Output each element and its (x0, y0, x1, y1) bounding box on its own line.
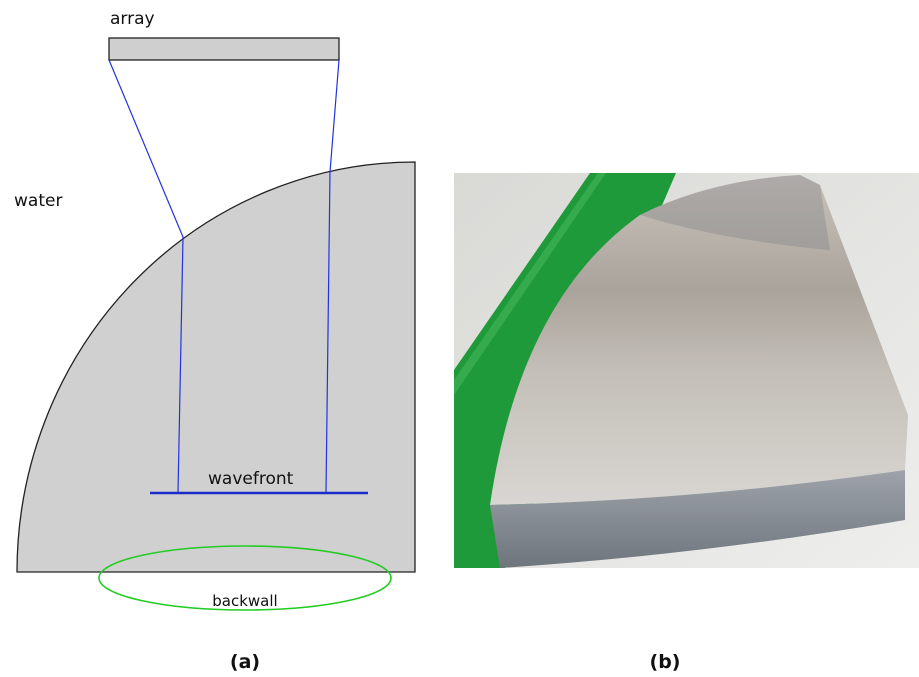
wavefront-label: wavefront (208, 469, 294, 489)
backwall-label: backwall (212, 592, 277, 610)
array-label: array (110, 9, 155, 29)
figure: array water wavefront backwall (a) (b) (0, 0, 919, 677)
diagram-a: array water wavefront backwall (a) (14, 9, 415, 673)
caption: (b) (650, 651, 681, 673)
specimen (17, 162, 415, 572)
caption: (a) (230, 651, 260, 673)
array-block (109, 38, 339, 60)
photo-b: (b) (454, 173, 919, 673)
water-label: water (14, 191, 62, 211)
